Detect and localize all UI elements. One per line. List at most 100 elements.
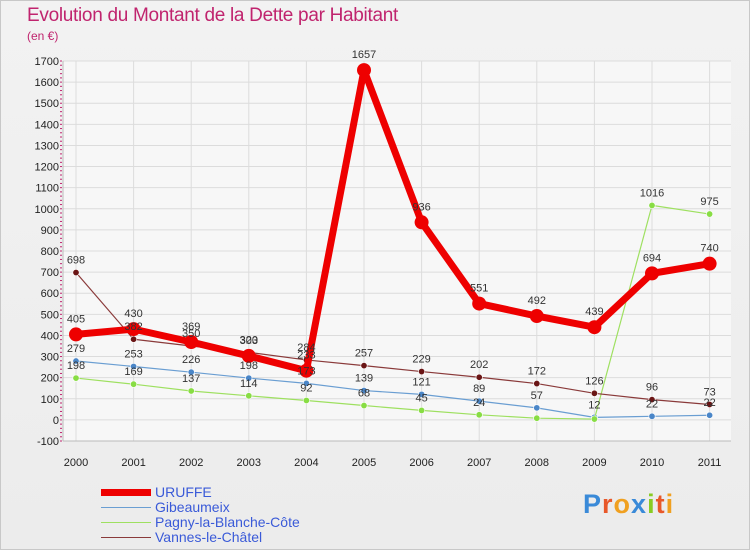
data-label-gibeaumeix: 139 xyxy=(355,373,373,385)
data-point-pagny-la-blanche-cote xyxy=(302,396,310,404)
data-point-uruffe xyxy=(529,309,544,324)
data-label-uruffe: 405 xyxy=(67,313,85,325)
y-tick-label: -100 xyxy=(37,436,59,448)
data-label-pagny-la-blanche-cote: 114 xyxy=(240,378,258,390)
data-point-pagny-la-blanche-cote xyxy=(130,380,138,388)
y-tick-label: 800 xyxy=(41,246,59,258)
data-point-uruffe xyxy=(126,322,141,337)
data-label-pagny-la-blanche-cote: 1016 xyxy=(640,187,664,199)
data-label-vannes-le-chatel: 350 xyxy=(182,328,200,340)
data-label-uruffe: 1657 xyxy=(352,49,376,61)
data-point-pagny-la-blanche-cote xyxy=(187,387,195,395)
chart-title: Evolution du Montant de la Dette par Hab… xyxy=(27,5,398,26)
data-label-vannes-le-chatel: 229 xyxy=(412,354,430,366)
data-point-gibeaumeix xyxy=(302,379,310,387)
data-point-pagny-la-blanche-cote xyxy=(648,201,656,209)
data-point-gibeaumeix xyxy=(418,390,426,398)
series-line-vannes-le-chatel xyxy=(75,272,710,406)
data-point-uruffe xyxy=(241,348,256,363)
data-label-pagny-la-blanche-cote: 92 xyxy=(300,382,312,394)
y-tick-label: 100 xyxy=(41,394,59,406)
data-point-uruffe xyxy=(357,63,371,78)
data-point-uruffe xyxy=(472,296,487,311)
legend-label: URUFFE xyxy=(155,484,212,500)
data-label-gibeaumeix: 57 xyxy=(531,390,543,402)
legend-swatch xyxy=(101,536,151,538)
data-label-gibeaumeix: 121 xyxy=(412,376,430,388)
y-tick-label: 900 xyxy=(41,225,59,237)
data-label-pagny-la-blanche-cote: 975 xyxy=(700,196,718,208)
data-label-gibeaumeix: 198 xyxy=(240,360,258,372)
series-line-pagny-la-blanche-cote xyxy=(75,204,710,420)
data-point-pagny-la-blanche-cote xyxy=(590,415,598,423)
data-point-gibeaumeix xyxy=(187,368,195,376)
data-point-pagny-la-blanche-cote xyxy=(360,402,368,410)
data-label-uruffe: 233 xyxy=(297,350,315,362)
y-tick-label: 1300 xyxy=(35,140,59,152)
data-label-vannes-le-chatel: 698 xyxy=(67,255,85,267)
data-label-vannes-le-chatel: 320 xyxy=(240,334,258,346)
data-label-pagny-la-blanche-cote: 137 xyxy=(182,373,200,385)
data-label-uruffe: 430 xyxy=(124,308,142,320)
x-tick-label: 2009 xyxy=(582,457,606,469)
x-tick-label: 2010 xyxy=(640,457,664,469)
data-label-pagny-la-blanche-cote: 68 xyxy=(358,388,370,400)
data-label-uruffe: 740 xyxy=(700,243,718,255)
y-tick-label: 1500 xyxy=(35,98,59,110)
y-tick-label: 1400 xyxy=(35,119,59,131)
x-tick-label: 2004 xyxy=(294,457,318,469)
data-label-gibeaumeix: 226 xyxy=(182,354,200,366)
legend-label: Gibeaumeix xyxy=(155,499,230,515)
data-label-pagny-la-blanche-cote: 24 xyxy=(473,397,485,409)
data-point-gibeaumeix xyxy=(648,412,656,420)
data-label-vannes-le-chatel: 73 xyxy=(703,386,715,398)
x-tick-label: 2011 xyxy=(698,457,722,469)
data-point-vannes-le-chatel xyxy=(648,396,656,404)
data-label-uruffe: 303 xyxy=(240,335,258,347)
x-tick-label: 2001 xyxy=(121,457,145,469)
data-label-vannes-le-chatel: 96 xyxy=(646,382,658,394)
data-point-uruffe xyxy=(702,256,717,271)
data-label-gibeaumeix: 12 xyxy=(588,399,600,411)
logo-letter: i xyxy=(665,489,675,519)
data-label-uruffe: 936 xyxy=(412,201,430,213)
y-tick-label: 400 xyxy=(41,330,59,342)
data-label-vannes-le-chatel: 382 xyxy=(124,321,142,333)
data-point-gibeaumeix xyxy=(360,387,368,395)
y-tick-label: 0 xyxy=(53,415,59,427)
data-label-gibeaumeix: 89 xyxy=(473,383,485,395)
data-point-pagny-la-blanche-cote xyxy=(418,406,426,414)
data-point-uruffe xyxy=(184,334,199,349)
data-label-uruffe: 369 xyxy=(182,321,200,333)
data-label-gibeaumeix: 22 xyxy=(703,397,715,409)
data-point-gibeaumeix xyxy=(130,362,138,370)
data-label-uruffe: 551 xyxy=(470,283,488,295)
data-point-vannes-le-chatel xyxy=(360,362,368,370)
x-tick-label: 2007 xyxy=(467,457,491,469)
data-point-pagny-la-blanche-cote xyxy=(706,210,714,218)
data-point-uruffe xyxy=(299,363,314,378)
data-label-vannes-le-chatel: 257 xyxy=(355,348,373,360)
data-label-vannes-le-chatel: 126 xyxy=(585,375,603,387)
logo-letter: r xyxy=(602,489,614,519)
legend-label: Vannes-le-Châtel xyxy=(155,529,263,545)
y-tick-label: 1000 xyxy=(35,204,59,216)
data-point-pagny-la-blanche-cote xyxy=(72,374,80,382)
x-tick-label: 2002 xyxy=(179,457,203,469)
proxiti-logo: Proxiti xyxy=(583,489,674,520)
logo-letter: o xyxy=(613,489,632,519)
data-label-uruffe: 439 xyxy=(585,306,603,318)
data-label-pagny-la-blanche-cote: 169 xyxy=(124,366,142,378)
legend-label: Pagny-la-Blanche-Côte xyxy=(155,514,300,530)
data-point-uruffe xyxy=(69,327,83,342)
data-point-vannes-le-chatel xyxy=(533,380,541,388)
legend-swatch xyxy=(101,506,151,508)
data-point-vannes-le-chatel xyxy=(418,368,426,376)
y-tick-label: 300 xyxy=(41,352,59,364)
y-tick-label: 700 xyxy=(41,267,59,279)
data-point-pagny-la-blanche-cote xyxy=(245,392,253,400)
series-line-gibeaumeix xyxy=(75,360,710,418)
y-tick-label: 600 xyxy=(41,288,59,300)
data-label-vannes-le-chatel: 202 xyxy=(470,359,488,371)
